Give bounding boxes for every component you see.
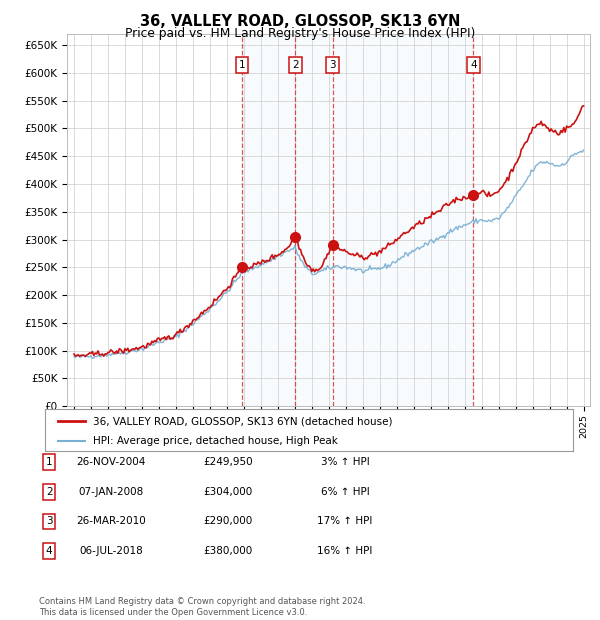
Text: £380,000: £380,000 xyxy=(203,546,253,556)
Text: 06-JUL-2018: 06-JUL-2018 xyxy=(79,546,143,556)
Text: 17% ↑ HPI: 17% ↑ HPI xyxy=(317,516,373,526)
Text: 16% ↑ HPI: 16% ↑ HPI xyxy=(317,546,373,556)
Text: Price paid vs. HM Land Registry's House Price Index (HPI): Price paid vs. HM Land Registry's House … xyxy=(125,27,475,40)
Text: 26-NOV-2004: 26-NOV-2004 xyxy=(76,457,146,467)
Text: Contains HM Land Registry data © Crown copyright and database right 2024.
This d: Contains HM Land Registry data © Crown c… xyxy=(39,598,365,617)
Text: 3% ↑ HPI: 3% ↑ HPI xyxy=(320,457,370,467)
Text: £249,950: £249,950 xyxy=(203,457,253,467)
Text: 2: 2 xyxy=(46,487,53,497)
Text: 4: 4 xyxy=(46,546,53,556)
Text: 26-MAR-2010: 26-MAR-2010 xyxy=(76,516,146,526)
Text: 36, VALLEY ROAD, GLOSSOP, SK13 6YN (detached house): 36, VALLEY ROAD, GLOSSOP, SK13 6YN (deta… xyxy=(92,416,392,426)
Text: 1: 1 xyxy=(46,457,53,467)
Text: £304,000: £304,000 xyxy=(203,487,253,497)
Text: 6% ↑ HPI: 6% ↑ HPI xyxy=(320,487,370,497)
Bar xyxy=(242,34,473,406)
Text: 4: 4 xyxy=(470,60,476,69)
Text: 1: 1 xyxy=(239,60,245,69)
Text: HPI: Average price, detached house, High Peak: HPI: Average price, detached house, High… xyxy=(92,436,337,446)
Text: 36, VALLEY ROAD, GLOSSOP, SK13 6YN: 36, VALLEY ROAD, GLOSSOP, SK13 6YN xyxy=(140,14,460,29)
Text: £290,000: £290,000 xyxy=(203,516,253,526)
Text: 3: 3 xyxy=(46,516,53,526)
Text: 3: 3 xyxy=(329,60,336,69)
Text: 2: 2 xyxy=(292,60,299,69)
Text: 07-JAN-2008: 07-JAN-2008 xyxy=(79,487,143,497)
